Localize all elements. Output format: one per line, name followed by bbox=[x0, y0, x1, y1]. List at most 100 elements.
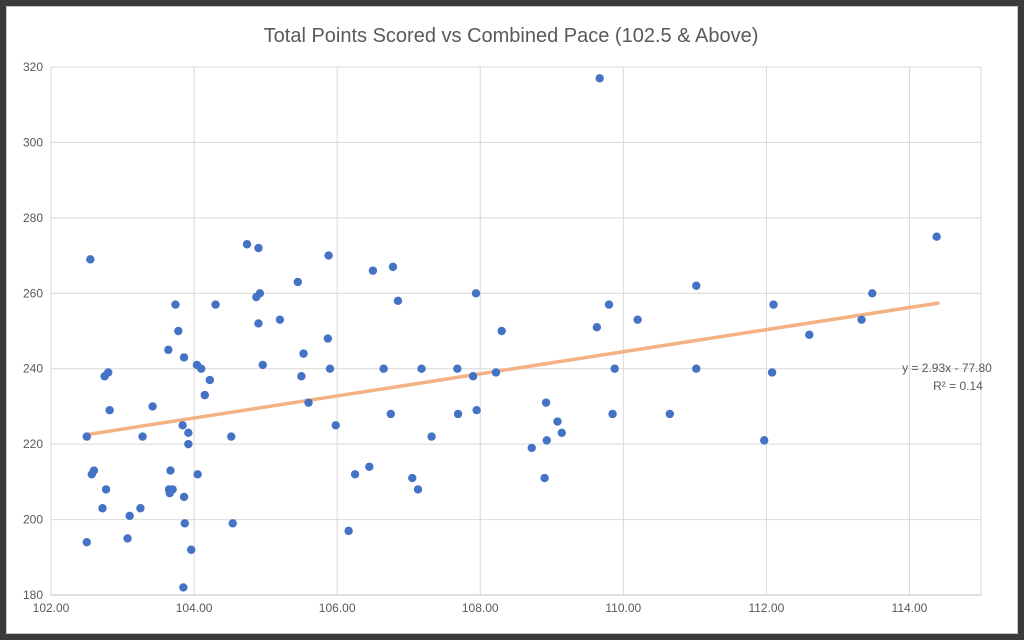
data-point bbox=[82, 538, 91, 547]
data-point bbox=[200, 390, 210, 400]
data-point bbox=[393, 296, 403, 306]
y-tick-label: 300 bbox=[23, 135, 43, 149]
data-point bbox=[98, 504, 107, 513]
y-tick-label: 220 bbox=[23, 437, 43, 451]
data-point bbox=[665, 409, 675, 419]
y-tick-label: 260 bbox=[23, 286, 43, 300]
data-point bbox=[174, 326, 183, 336]
data-point bbox=[104, 368, 113, 377]
data-point bbox=[304, 398, 313, 407]
data-point bbox=[187, 545, 196, 554]
data-point bbox=[417, 364, 426, 373]
data-point bbox=[178, 421, 187, 430]
y-tick-label: 240 bbox=[23, 362, 43, 376]
y-tick-label: 280 bbox=[23, 211, 43, 225]
data-point bbox=[365, 462, 374, 471]
x-tick-label: 106.00 bbox=[319, 601, 356, 615]
data-point bbox=[608, 409, 617, 419]
chart-title: Total Points Scored vs Combined Pace (10… bbox=[264, 25, 759, 47]
data-point bbox=[179, 353, 189, 362]
data-point bbox=[408, 473, 417, 483]
data-point bbox=[379, 364, 388, 373]
data-point bbox=[497, 326, 506, 336]
data-point bbox=[293, 277, 303, 287]
trendline-layer bbox=[85, 301, 940, 437]
data-point bbox=[179, 583, 188, 592]
data-point bbox=[164, 345, 173, 355]
data-point bbox=[228, 519, 237, 528]
x-tick-label: 102.00 bbox=[33, 601, 70, 615]
data-point bbox=[136, 504, 145, 513]
data-point bbox=[205, 375, 215, 385]
data-point bbox=[413, 485, 423, 494]
data-point bbox=[125, 511, 134, 520]
data-point bbox=[227, 432, 236, 441]
data-point bbox=[148, 402, 157, 411]
data-point bbox=[275, 315, 285, 324]
data-point bbox=[468, 372, 478, 381]
data-point bbox=[769, 300, 778, 309]
data-point bbox=[299, 349, 308, 358]
data-point bbox=[368, 266, 378, 275]
data-point bbox=[242, 240, 252, 249]
data-point bbox=[184, 428, 193, 438]
chart-frame: Total Points Scored vs Combined Pace (10… bbox=[6, 6, 1018, 634]
data-point bbox=[171, 300, 180, 309]
data-point bbox=[255, 289, 265, 298]
data-point bbox=[472, 406, 481, 415]
data-point bbox=[138, 432, 147, 441]
data-point bbox=[325, 364, 335, 373]
trendline bbox=[85, 301, 940, 437]
data-point bbox=[491, 368, 501, 377]
data-point bbox=[123, 534, 132, 543]
data-point bbox=[540, 473, 549, 483]
axis-layer: 180 200 220 240 260 280 300 320 102.00 104.00 106.… bbox=[23, 60, 981, 615]
data-point bbox=[471, 289, 481, 298]
data-point bbox=[453, 409, 463, 419]
data-point bbox=[595, 74, 604, 83]
data-point bbox=[166, 466, 175, 475]
data-point bbox=[760, 436, 769, 445]
data-point bbox=[692, 364, 701, 373]
data-point bbox=[180, 519, 189, 528]
data-point bbox=[211, 300, 220, 309]
data-point bbox=[868, 289, 877, 298]
data-point bbox=[344, 526, 353, 536]
data-point bbox=[388, 262, 398, 272]
data-point bbox=[541, 398, 551, 407]
data-point bbox=[254, 319, 263, 328]
x-tick-label: 104.00 bbox=[176, 601, 213, 615]
data-point bbox=[386, 409, 396, 419]
x-tick-label: 108.00 bbox=[462, 601, 499, 615]
data-point bbox=[323, 334, 333, 343]
data-point bbox=[527, 443, 536, 453]
data-point bbox=[604, 300, 614, 309]
data-point bbox=[692, 281, 701, 290]
data-point bbox=[857, 315, 866, 324]
data-point bbox=[101, 485, 111, 494]
y-tick-label: 180 bbox=[23, 588, 43, 602]
data-point bbox=[610, 364, 619, 373]
data-point bbox=[767, 368, 777, 377]
data-point bbox=[184, 439, 193, 449]
trendline-r-squared: R² = 0.14 bbox=[933, 379, 983, 393]
x-tick-label: 114.00 bbox=[892, 601, 928, 615]
x-tick-label: 112.00 bbox=[748, 601, 784, 615]
trendline-equation: y = 2.93x - 77.80 bbox=[902, 361, 992, 375]
data-point bbox=[105, 406, 114, 415]
data-point bbox=[805, 330, 814, 339]
data-point bbox=[553, 417, 562, 426]
y-tick-label: 200 bbox=[23, 513, 43, 527]
data-point bbox=[633, 315, 642, 324]
y-tick-label: 320 bbox=[23, 60, 43, 74]
x-tick-label: 110.00 bbox=[605, 601, 641, 615]
data-point bbox=[542, 436, 551, 445]
data-point bbox=[427, 432, 436, 441]
data-point bbox=[82, 432, 91, 441]
data-point bbox=[324, 251, 333, 260]
data-point bbox=[350, 470, 360, 479]
scatter-chart: Total Points Scored vs Combined Pace (10… bbox=[23, 25, 992, 615]
data-point bbox=[179, 492, 189, 502]
data-point bbox=[254, 243, 263, 253]
data-point bbox=[932, 232, 941, 241]
